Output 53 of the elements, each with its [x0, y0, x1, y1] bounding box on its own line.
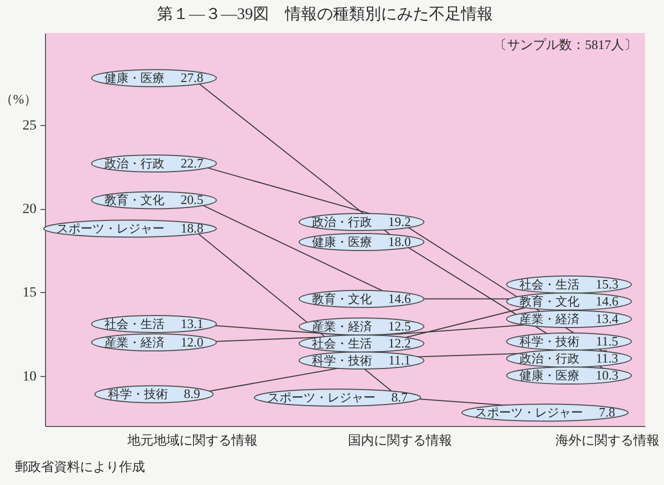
x-tick-label: 海外に関する情報 — [556, 432, 660, 448]
data-label: 11.3 — [596, 350, 618, 366]
series-label: 社会・生活 — [312, 336, 372, 350]
data-label: 7.8 — [598, 404, 616, 420]
data-label: 19.2 — [388, 214, 411, 229]
y-tick-label: 25 — [22, 118, 36, 134]
y-axis-title: （%） — [0, 92, 37, 106]
text: 郵政省資料により作成 — [15, 459, 145, 474]
data-label: 13.4 — [596, 310, 619, 326]
series-label: 健康・医療 — [312, 235, 372, 250]
data-label: 13.1 — [180, 316, 204, 331]
data-label: 12.2 — [388, 336, 411, 350]
text: 産業・経済 — [104, 335, 165, 350]
chart-title: 第１―３―39図 情報の種類別にみた不足情報 — [157, 5, 493, 23]
text: 政治・行政 — [520, 352, 580, 366]
series-label: スポーツ・レジャー — [474, 406, 583, 420]
data-label: 12.5 — [388, 318, 411, 334]
text: 健康・医療 — [520, 368, 580, 383]
data-label: 12.0 — [180, 334, 204, 350]
data-label: 27.8 — [180, 70, 204, 86]
x-tick-label: 地元地域に関する情報 — [126, 432, 258, 448]
data-label: 15.3 — [596, 276, 618, 292]
text: 社会・生活 — [104, 316, 165, 331]
series-label: 教育・文化 — [520, 294, 580, 309]
text: 教育・文化 — [104, 193, 165, 208]
text: 科学・技術 — [520, 334, 580, 349]
data-label: 18.8 — [180, 220, 204, 236]
data-label: 11.1 — [388, 352, 411, 368]
series-label: 科学・技術 — [312, 354, 372, 368]
data-label: 8.7 — [391, 390, 408, 405]
data-label: 20.5 — [180, 192, 204, 208]
text: 社会・生活 — [520, 278, 580, 292]
text: 教育・文化 — [312, 292, 372, 306]
data-label: 18.0 — [388, 234, 411, 250]
text: 産業・経済 — [312, 320, 372, 334]
data-label: 14.6 — [388, 290, 412, 306]
data-label: 22.7 — [180, 155, 204, 170]
data-label: 14.6 — [596, 294, 619, 309]
x-tick-label: 国内に関する情報 — [348, 432, 452, 448]
data-label: 11.5 — [596, 334, 618, 349]
data-label: 8.9 — [184, 386, 200, 402]
text: 政治・行政 — [104, 156, 165, 170]
text: スポーツ・レジャー — [56, 222, 165, 236]
text: 科学・技術 — [108, 387, 168, 402]
text: スポーツ・レジャー — [267, 390, 376, 405]
series-label: 政治・行政 — [312, 214, 372, 229]
y-tick-label: 20 — [22, 202, 36, 218]
y-tick-label: 10 — [22, 369, 36, 384]
annotation: 〔サンプル数：5817人〕 — [494, 37, 637, 52]
data-label: 10.3 — [596, 368, 618, 383]
series-label: 産業・経済 — [520, 312, 580, 326]
text: 健康・医療 — [104, 71, 165, 86]
y-tick-label: 15 — [22, 286, 36, 301]
